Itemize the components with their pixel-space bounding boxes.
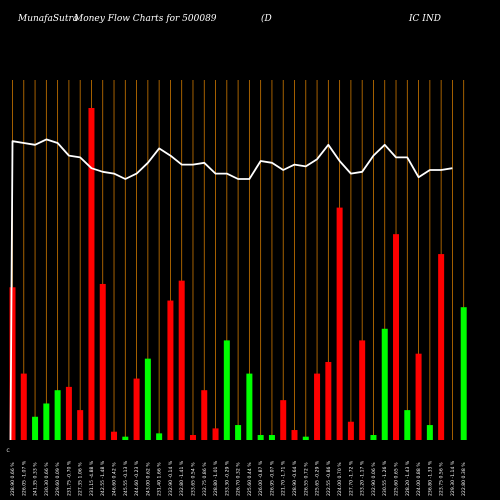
money-flow-bar: [99, 283, 106, 440]
money-flow-bar: [77, 410, 84, 440]
x-tick-label: 229.60 0.09 %: [55, 462, 61, 496]
x-tick-label: 228.80 -1.01 %: [213, 460, 219, 496]
title-company-right: IC IND: [409, 14, 441, 24]
x-tick-label: 244.60 -0.23 %: [134, 460, 140, 496]
x-tick-label: 230.55 -1.26 %: [382, 460, 388, 496]
money-flow-bar: [460, 307, 467, 440]
money-flow-bar: [88, 108, 95, 440]
x-tick-label: 226.55 0.72 %: [303, 462, 309, 496]
x-tick-label: 231.15 -4.88 %: [89, 460, 95, 496]
money-flow-bar: [291, 430, 298, 440]
x-tick-label: 222.55 -0.86 %: [326, 460, 332, 496]
money-flow-bar: [156, 433, 163, 440]
money-flow-bar: [280, 400, 287, 440]
x-tick-label: 241.35 0.33 %: [33, 462, 39, 496]
money-flow-bar: [426, 425, 433, 440]
money-flow-bar: [438, 254, 445, 440]
money-flow-bar: [43, 403, 50, 440]
x-tick-label: 228.90 -0.64 %: [292, 460, 298, 496]
money-flow-line: [9, 138, 453, 441]
x-tick-label: 233.30 -0.29 %: [224, 460, 230, 496]
title-text: Money Flow Charts for 500089: [74, 14, 217, 24]
x-tick-label: 228.90 0.66 %: [10, 462, 16, 496]
money-flow-bar: [178, 280, 185, 440]
money-flow-bar: [32, 416, 39, 440]
money-flow-bar: [54, 390, 61, 440]
x-tick-label: 223.75 0.56 %: [439, 462, 445, 496]
money-flow-bar: [223, 340, 230, 440]
x-tick-label: 225.65 -0.29 %: [315, 460, 321, 496]
x-tick-label: 246.60 0.42 %: [112, 462, 118, 496]
money-flow-bar: [393, 234, 400, 440]
x-tick-label: 229.30 -1.14 %: [450, 460, 456, 496]
x-tick-label: 227.35 1.06 %: [78, 462, 84, 496]
x-tick-label: 231.40 1.66 %: [157, 462, 163, 496]
money-flow-bar: [20, 373, 27, 440]
money-flow-bar: [111, 431, 118, 440]
money-flow-bar: [404, 410, 411, 440]
x-tick-label: 224.00 0.88 %: [416, 462, 422, 496]
x-tick-label: 226.95 -0.07 %: [269, 460, 275, 496]
x-tick-label: 226.00 -0.87 %: [258, 460, 264, 496]
x-tick-label: 232.80 -1.41 %: [179, 460, 185, 496]
x-tick-label: 222.80 0.38 %: [461, 462, 467, 496]
money-flow-bar: [347, 421, 354, 440]
x-tick-label: 225.60 0.44 %: [247, 462, 253, 496]
x-tick-label: 245.55 -0.13 %: [123, 460, 129, 496]
tick-prefix: C: [7, 448, 10, 454]
x-tick-label: 226.05 -1.07 %: [21, 460, 27, 496]
money-flow-bar: [9, 287, 16, 440]
x-tick-label: 225.60 0.65 %: [394, 462, 400, 496]
x-tick-label: 242.55 -1.48 %: [100, 460, 106, 496]
title-site-name: MunafaSutra: [18, 14, 79, 24]
x-tick-label: 228.20 -1.43 %: [405, 460, 411, 496]
x-tick-label: 233.20 -1.17 %: [360, 460, 366, 496]
page-title: MunafaSutra Money Flow Charts for 500089…: [18, 14, 488, 28]
money-flow-bar: [65, 386, 72, 440]
x-tick-label: 227.70 -1.72 %: [348, 460, 354, 496]
money-flow-bar: [370, 435, 377, 440]
x-tick-label: 236.80 -1.33 %: [427, 460, 433, 496]
money-flow-bar: [189, 435, 196, 440]
money-flow-bar: [325, 361, 332, 440]
x-tick-label: 243.00 0.62 %: [145, 462, 151, 496]
x-tick-label: 232.90 -0.14 %: [168, 460, 174, 496]
money-flow-bar: [359, 340, 366, 440]
x-tick-label: 231.75 -0.70 %: [66, 460, 72, 496]
x-tick-label: 226.70 0.32 %: [236, 462, 242, 496]
x-tick-label: 232.90 0.06 %: [371, 462, 377, 496]
money-flow-bar: [415, 353, 422, 440]
money-flow-bar: [167, 300, 174, 440]
money-flow-bar: [314, 373, 321, 440]
money-flow-bar: [144, 358, 151, 440]
money-flow-bar: [212, 428, 219, 440]
title-company-left: (D: [261, 14, 272, 24]
money-flow-bar: [381, 328, 388, 440]
x-tick-label: 221.70 -1.71 %: [281, 460, 287, 496]
money-flow-bar: [336, 207, 343, 440]
money-flow-bar: [235, 425, 242, 440]
x-tick-label: 233.65 0.54 %: [190, 462, 196, 496]
money-flow-bar: [257, 435, 264, 440]
x-tick-label: 230.30 0.66 %: [44, 462, 50, 496]
x-tick-label: 224.00 0.70 %: [337, 462, 343, 496]
money-flow-bar: [268, 435, 275, 440]
x-tick-label: 232.75 0.86 %: [202, 462, 208, 496]
money-flow-bar: [122, 436, 129, 440]
money-flow-bar: [246, 373, 253, 440]
money-flow-bar: [133, 378, 140, 440]
money-flow-bar: [302, 436, 309, 440]
money-flow-bar: [201, 390, 208, 440]
